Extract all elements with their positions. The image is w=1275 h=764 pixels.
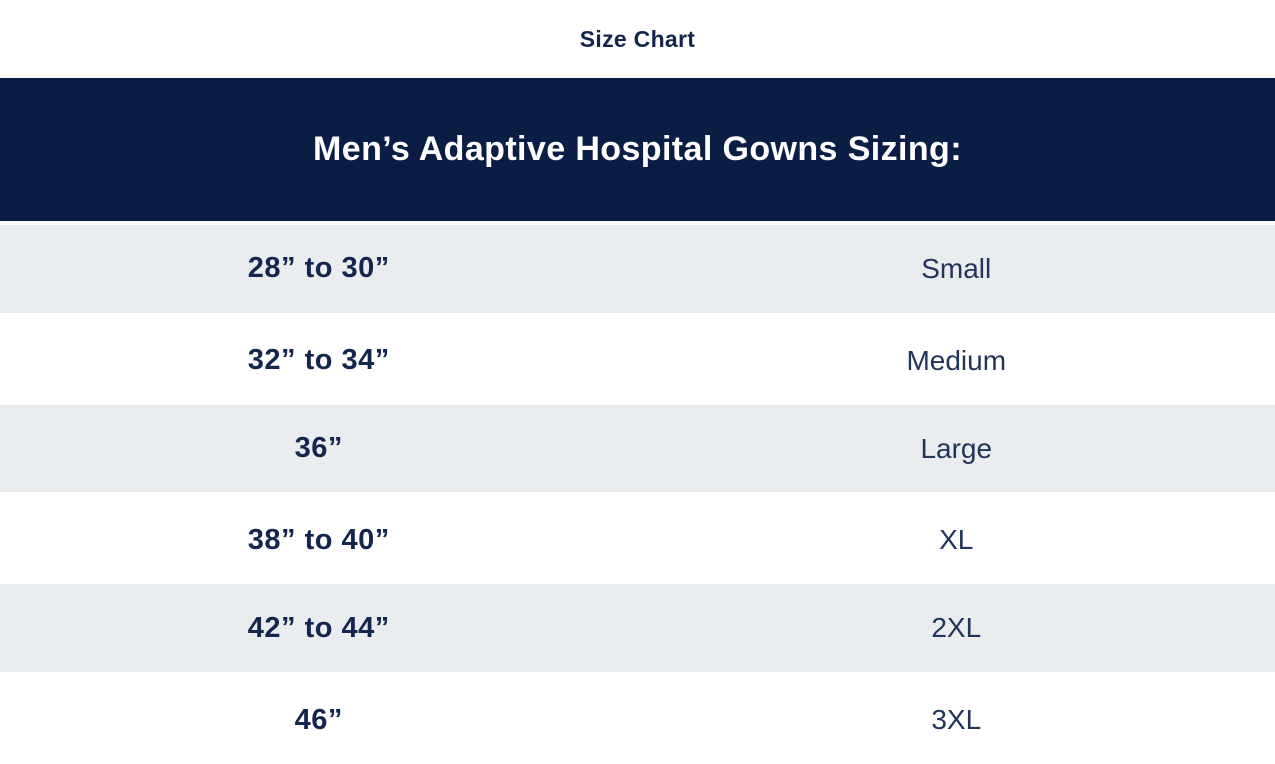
size-range-cell: 36” <box>294 432 343 465</box>
page-title: Size Chart <box>579 25 696 52</box>
table-row: 38” to 40” XL <box>0 496 1275 585</box>
size-label-cell: 2XL <box>931 612 982 644</box>
size-range-cell: 42” to 44” <box>247 611 390 644</box>
size-range-cell: 28” to 30” <box>247 252 390 285</box>
page-title-bar: Size Chart <box>0 0 1275 78</box>
size-table-header-text: Men’s Adaptive Hospital Gowns Sizing: <box>313 130 962 168</box>
size-range-cell: 32” to 34” <box>247 344 390 377</box>
size-label-cell: Large <box>920 432 993 464</box>
table-row: 32” to 34” Medium <box>0 316 1275 405</box>
table-row: 36” Large <box>0 404 1275 497</box>
size-range-cell: 38” to 40” <box>247 523 390 556</box>
size-table-header: Men’s Adaptive Hospital Gowns Sizing: <box>0 78 1275 221</box>
size-label-cell: Small <box>921 252 992 284</box>
table-row: 46” 3XL <box>0 676 1275 764</box>
size-range-cell: 46” <box>294 703 343 736</box>
size-label-cell: XL <box>939 524 974 556</box>
table-row: 28” to 30” Small <box>0 225 1275 317</box>
table-row: 42” to 44” 2XL <box>0 584 1275 677</box>
size-table: 28” to 30” Small 32” to 34” Medium 36” L… <box>0 225 1275 764</box>
size-label-cell: 3XL <box>931 704 982 736</box>
size-label-cell: Medium <box>906 344 1007 376</box>
